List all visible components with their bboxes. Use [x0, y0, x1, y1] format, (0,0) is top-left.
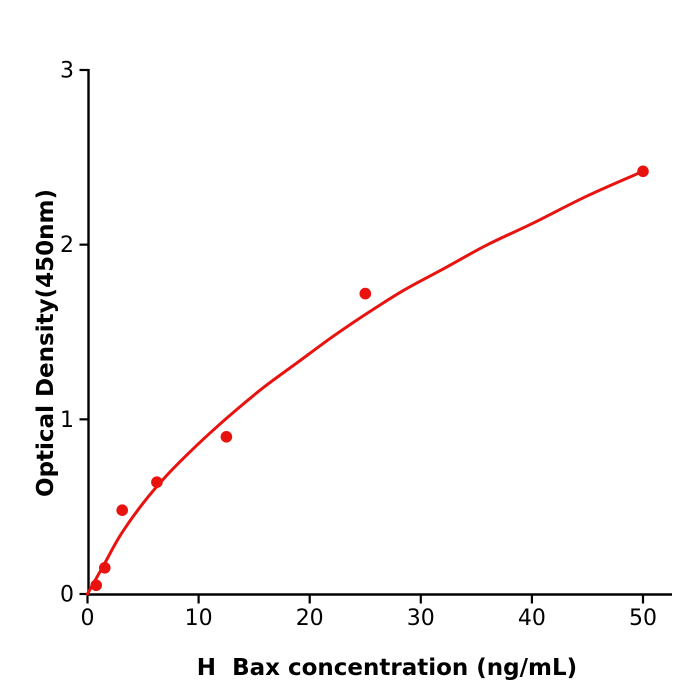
data-point-0 [90, 579, 102, 592]
data-point-2 [116, 504, 128, 516]
x-tick-label-4: 40 [518, 606, 546, 631]
data-points-series [90, 165, 649, 592]
y-tick-label-1: 1 [60, 408, 74, 433]
y-axis-ticks: 0 1 2 3 [60, 58, 89, 607]
x-tick-label-3: 30 [407, 606, 435, 631]
data-point-5 [359, 287, 372, 300]
x-axis: 0 10 20 30 40 50 [81, 593, 672, 631]
fitted-curve-series [86, 169, 645, 596]
data-point-1 [99, 562, 111, 574]
y-axis-title: Optical Density(450nm) [33, 189, 59, 497]
x-tick-label-0: 0 [81, 606, 95, 631]
x-tick-label-5: 50 [629, 606, 657, 631]
x-axis-ticks: 0 10 20 30 40 50 [81, 594, 657, 631]
data-point-6 [637, 165, 649, 178]
data-point-4 [220, 431, 233, 443]
x-axis-title: H Bax concentration (ng/mL) [196, 655, 578, 681]
fitted-curve-path [86, 169, 645, 596]
data-point-3 [151, 476, 163, 489]
x-tick-label-2: 20 [296, 606, 324, 631]
y-axis: 0 1 2 3 [60, 58, 90, 607]
y-tick-label-0: 0 [60, 582, 74, 607]
y-tick-label-2: 2 [60, 233, 74, 258]
x-tick-label-1: 10 [185, 606, 213, 631]
y-tick-label-3: 3 [60, 58, 74, 83]
